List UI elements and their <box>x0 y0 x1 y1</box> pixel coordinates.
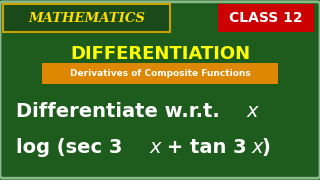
Text: MATHEMATICS: MATHEMATICS <box>28 12 145 24</box>
Text: $x$: $x$ <box>251 138 265 157</box>
Text: Derivatives of Composite Functions: Derivatives of Composite Functions <box>70 69 250 78</box>
Text: Differentiate w.r.t.: Differentiate w.r.t. <box>16 102 227 121</box>
Bar <box>42 63 278 84</box>
Bar <box>3 4 170 32</box>
Text: $x$: $x$ <box>246 102 260 121</box>
Text: $x$: $x$ <box>149 138 163 157</box>
Text: log (sec 3: log (sec 3 <box>16 138 122 157</box>
Text: ): ) <box>262 138 271 157</box>
Text: DIFFERENTIATION: DIFFERENTIATION <box>70 45 250 63</box>
FancyBboxPatch shape <box>0 2 320 178</box>
Text: CLASS 12: CLASS 12 <box>229 11 302 25</box>
Bar <box>218 4 314 32</box>
Text: + tan 3: + tan 3 <box>160 138 247 157</box>
